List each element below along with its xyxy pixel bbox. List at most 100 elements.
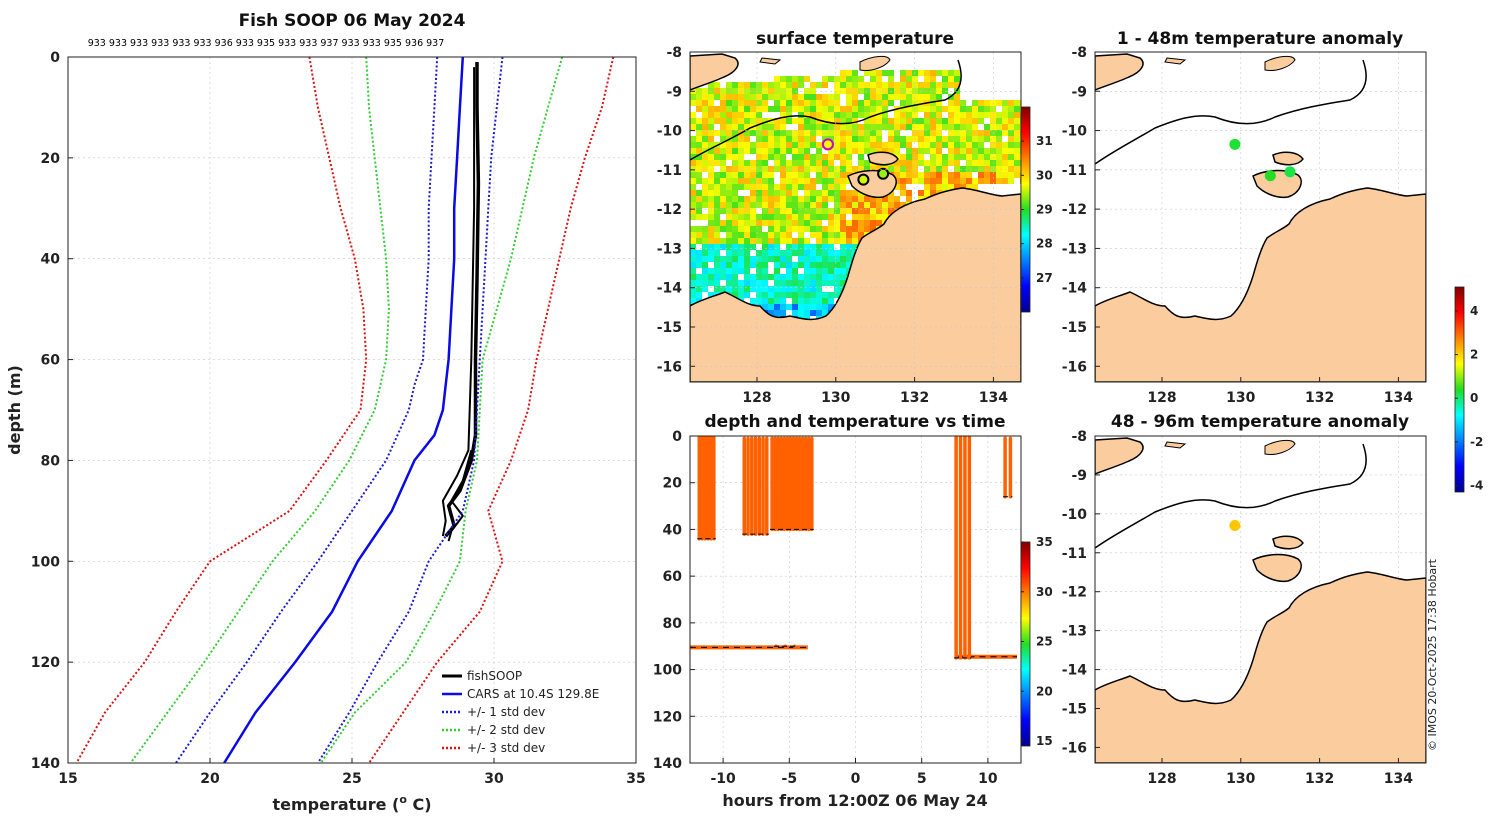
sst-pixel	[924, 82, 930, 88]
sst-pixel	[942, 106, 948, 112]
sst-pixel	[792, 310, 798, 316]
sst-pixel	[714, 244, 720, 250]
sst-pixel	[750, 82, 756, 88]
sst-pixel	[1002, 106, 1008, 112]
sst-pixel	[720, 202, 726, 208]
sst-pixel	[726, 268, 732, 274]
sst-pixel	[714, 220, 720, 226]
sst-pixel	[918, 70, 924, 76]
sst-pixel	[714, 154, 720, 160]
sst-pixel	[762, 250, 768, 256]
sst-pixel	[1014, 142, 1020, 148]
sst-pixel	[906, 70, 912, 76]
sst-pixel	[744, 286, 750, 292]
sst-pixel	[798, 232, 804, 238]
sst-pixel	[960, 154, 966, 160]
anom1-bathurst-island	[1272, 151, 1304, 166]
sst-pixel	[924, 106, 930, 112]
sst-pixel	[732, 256, 738, 262]
sst-pixel	[744, 202, 750, 208]
sst-pixel	[978, 100, 984, 106]
map-ytick-label: -14	[1062, 663, 1088, 679]
sst-pixel	[852, 136, 858, 142]
sst-pixel	[900, 94, 906, 100]
sst-pixel	[822, 244, 828, 250]
sst-pixel	[834, 76, 840, 82]
sst-pixel	[912, 124, 918, 130]
sst-pixel	[738, 106, 744, 112]
sst-pixel	[876, 94, 882, 100]
sst-pixel	[816, 148, 822, 154]
time-ytick-label: 0	[672, 429, 682, 445]
sst-pixel	[804, 226, 810, 232]
anom2-islet-b	[1264, 439, 1296, 455]
sst-pixel	[774, 208, 780, 214]
sst-pixel	[888, 94, 894, 100]
sst-timor	[690, 53, 739, 91]
sst-pixel	[756, 280, 762, 286]
map-xtick-label: 132	[1305, 771, 1334, 787]
sst-pixel	[774, 184, 780, 190]
sst-pixel	[810, 88, 816, 94]
sst-pixel	[954, 100, 960, 106]
sst-pixel	[702, 190, 708, 196]
sst-pixel	[822, 94, 828, 100]
sst-pixel	[834, 220, 840, 226]
sst-pixel	[984, 166, 990, 172]
sst-pixel	[984, 148, 990, 154]
sst-pixel	[762, 142, 768, 148]
sst-pixel	[864, 208, 870, 214]
sst-pixel	[882, 202, 888, 208]
sst-pixel	[810, 244, 816, 250]
sst-pixel	[924, 118, 930, 124]
sst-pixel	[762, 202, 768, 208]
sst-pixel	[900, 142, 906, 148]
sst-pixel	[1008, 112, 1014, 118]
sst-pixel	[924, 160, 930, 166]
sst-pixel	[780, 178, 786, 184]
map-xtick-label: 134	[1384, 390, 1413, 406]
sst-pixel	[828, 292, 834, 298]
sst-pixel	[750, 100, 756, 106]
sst-pixel	[834, 250, 840, 256]
sst-pixel	[840, 268, 846, 274]
sst-pixel	[696, 214, 702, 220]
sst-pixel	[756, 190, 762, 196]
sst-pixel	[780, 214, 786, 220]
sst-pixel	[816, 106, 822, 112]
sst-pixel	[744, 214, 750, 220]
time-xtick-label: 5	[917, 771, 927, 787]
sst-pixel	[960, 184, 966, 190]
sst-pixel	[984, 124, 990, 130]
sst-pixel	[840, 202, 846, 208]
sst-pixel	[738, 250, 744, 256]
sst-pixel	[726, 118, 732, 124]
profile-ylabel: depth (m)	[5, 365, 24, 455]
map-ytick-label: -16	[1062, 359, 1087, 375]
time-xtick-label: 0	[851, 771, 861, 787]
sst-pixel	[1002, 178, 1008, 184]
sst-pixel	[750, 142, 756, 148]
time-xlabel: hours from 12:00Z 06 May 24	[722, 791, 987, 810]
sst-pixel	[738, 100, 744, 106]
sst-pixel	[768, 190, 774, 196]
sst-pixel	[894, 160, 900, 166]
sst-pixel	[708, 280, 714, 286]
time-frame	[689, 435, 1022, 764]
sst-pixel	[912, 148, 918, 154]
sst-pixel	[744, 142, 750, 148]
sst-pixel	[858, 160, 864, 166]
sst-pixel	[720, 244, 726, 250]
sst-pixel	[720, 160, 726, 166]
sst-pixel	[792, 160, 798, 166]
sst-pixel	[948, 178, 954, 184]
sst-pixel	[840, 136, 846, 142]
sst-pixel	[900, 178, 906, 184]
sst-pixel	[828, 226, 834, 232]
sst-pixel	[690, 100, 696, 106]
sst-pixel	[846, 244, 852, 250]
sst-pixel	[798, 286, 804, 292]
sst-pixel	[804, 220, 810, 226]
sst-pixel	[708, 82, 714, 88]
